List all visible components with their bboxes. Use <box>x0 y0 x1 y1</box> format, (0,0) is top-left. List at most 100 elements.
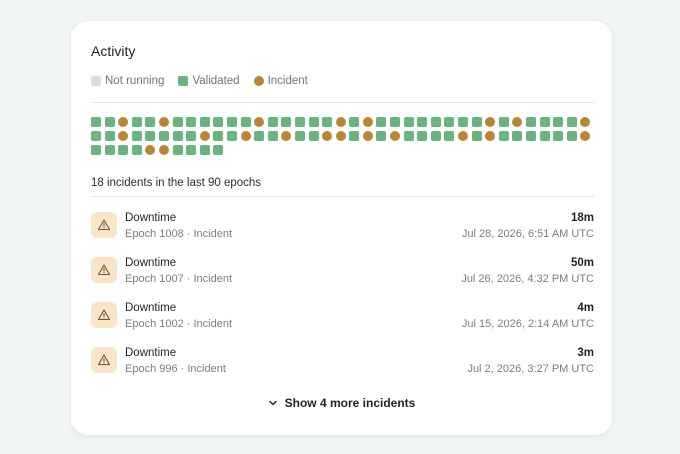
epoch-validated[interactable] <box>254 131 265 141</box>
epoch-validated[interactable] <box>553 131 564 141</box>
epoch-validated[interactable] <box>172 131 183 141</box>
epoch-validated[interactable] <box>91 117 101 127</box>
epoch-incident[interactable] <box>118 131 129 141</box>
epoch-incident[interactable] <box>485 117 496 127</box>
epoch-validated[interactable] <box>213 145 224 155</box>
validated-swatch <box>178 76 189 86</box>
epoch-validated[interactable] <box>91 131 101 141</box>
epoch-incident[interactable] <box>335 117 346 127</box>
epoch-validated[interactable] <box>118 145 129 155</box>
epoch-validated[interactable] <box>199 145 210 155</box>
epoch-validated[interactable] <box>526 117 536 127</box>
epoch-validated[interactable] <box>213 131 224 141</box>
show-more-button[interactable]: Show 4 more incidents <box>71 396 612 410</box>
incident-duration: 50m <box>570 257 594 269</box>
epoch-incident[interactable] <box>199 131 210 141</box>
epoch-validated[interactable] <box>145 117 156 127</box>
epoch-incident[interactable] <box>118 117 129 127</box>
epoch-validated[interactable] <box>213 117 224 127</box>
epoch-validated[interactable] <box>403 117 414 127</box>
epoch-validated[interactable] <box>158 131 169 141</box>
epoch-validated[interactable] <box>417 131 428 141</box>
epoch-validated[interactable] <box>91 145 101 155</box>
incident-row[interactable]: Downtime Epoch 1007 · Incident 50m Jul 26, … <box>91 256 594 301</box>
epoch-validated[interactable] <box>104 117 115 127</box>
incident-row[interactable]: Downtime Epoch 1008 · Incident 18m Jul 28, … <box>91 211 594 256</box>
epoch-incident[interactable] <box>362 117 373 127</box>
epoch-incident[interactable] <box>580 131 591 141</box>
epoch-incident[interactable] <box>580 117 591 127</box>
epoch-validated[interactable] <box>294 117 305 127</box>
epoch-validated[interactable] <box>512 131 523 141</box>
epoch-incident[interactable] <box>322 131 333 141</box>
epoch-validated[interactable] <box>226 117 237 127</box>
epoch-incident[interactable] <box>281 131 292 141</box>
epoch-incident[interactable] <box>485 131 496 141</box>
incident-subtitle: Epoch 1008 · Incident <box>125 228 233 240</box>
epoch-validated[interactable] <box>267 117 278 127</box>
epoch-validated[interactable] <box>308 131 319 141</box>
epoch-validated[interactable] <box>145 131 156 141</box>
epoch-validated[interactable] <box>349 131 360 141</box>
epoch-incident[interactable] <box>145 145 156 155</box>
epoch-validated[interactable] <box>281 117 292 127</box>
epoch-validated[interactable] <box>526 131 536 141</box>
epoch-incident[interactable] <box>254 117 265 127</box>
incident-row[interactable]: Downtime Epoch 996 · Incident 3m Jul 2, 202… <box>91 346 594 391</box>
epoch-validated[interactable] <box>553 117 564 127</box>
epoch-incident[interactable] <box>458 131 469 141</box>
epoch-validated[interactable] <box>417 117 428 127</box>
epoch-validated[interactable] <box>322 117 333 127</box>
epoch-incident[interactable] <box>512 117 523 127</box>
epoch-validated[interactable] <box>131 131 142 141</box>
epoch-validated[interactable] <box>240 117 251 127</box>
epoch-validated[interactable] <box>104 131 115 141</box>
epoch-validated[interactable] <box>376 117 387 127</box>
epoch-validated[interactable] <box>172 117 183 127</box>
epoch-validated[interactable] <box>186 131 197 141</box>
warning-icon <box>91 347 117 373</box>
epoch-validated[interactable] <box>471 131 482 141</box>
incident-subtitle: Epoch 996 · Incident <box>125 363 226 375</box>
epoch-incident[interactable] <box>158 145 169 155</box>
epoch-incident[interactable] <box>158 117 169 127</box>
epoch-validated[interactable] <box>172 145 183 155</box>
epoch-validated[interactable] <box>104 145 115 155</box>
epoch-validated[interactable] <box>444 131 455 141</box>
divider <box>91 196 594 197</box>
epoch-validated[interactable] <box>308 117 319 127</box>
legend-not-running-label: Not running <box>105 75 165 87</box>
incident-title: Downtime <box>125 302 177 314</box>
epoch-incident[interactable] <box>362 131 373 141</box>
epoch-validated[interactable] <box>471 117 482 127</box>
incident-duration: 18m <box>570 212 594 224</box>
epoch-validated[interactable] <box>131 145 142 155</box>
epoch-validated[interactable] <box>349 117 360 127</box>
epoch-validated[interactable] <box>267 131 278 141</box>
epoch-validated[interactable] <box>430 131 441 141</box>
epoch-validated[interactable] <box>186 145 197 155</box>
epoch-validated[interactable] <box>131 117 142 127</box>
epoch-validated[interactable] <box>390 117 401 127</box>
epoch-validated[interactable] <box>199 117 210 127</box>
epoch-validated[interactable] <box>294 131 305 141</box>
epoch-validated[interactable] <box>444 117 455 127</box>
epoch-validated[interactable] <box>226 131 237 141</box>
epoch-validated[interactable] <box>566 117 577 127</box>
epoch-incident[interactable] <box>335 131 346 141</box>
epoch-validated[interactable] <box>430 117 441 127</box>
epoch-validated[interactable] <box>498 131 509 141</box>
epoch-validated[interactable] <box>458 117 469 127</box>
incident-row[interactable]: Downtime Epoch 1002 · Incident 4m Jul 15, 2… <box>91 301 594 346</box>
epoch-incident[interactable] <box>390 131 401 141</box>
epoch-validated[interactable] <box>376 131 387 141</box>
incident-duration: 3m <box>577 347 594 359</box>
epoch-validated[interactable] <box>566 131 577 141</box>
epoch-validated[interactable] <box>539 117 550 127</box>
incident-summary: 18 incidents in the last 90 epochs <box>91 177 262 189</box>
epoch-validated[interactable] <box>186 117 197 127</box>
epoch-validated[interactable] <box>403 131 414 141</box>
epoch-incident[interactable] <box>240 131 251 141</box>
epoch-validated[interactable] <box>498 117 509 127</box>
epoch-validated[interactable] <box>539 131 550 141</box>
